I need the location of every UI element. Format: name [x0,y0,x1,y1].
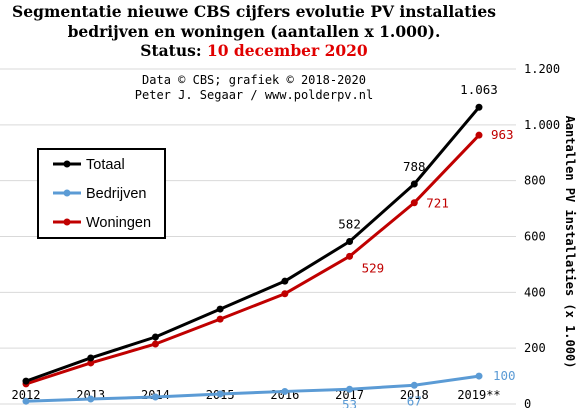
y-tick-label: 1.200 [524,62,560,76]
data-point-bedrijven [281,387,289,395]
chart-title-line1: Segmentatie nieuwe CBS cijfers evolutie … [12,2,496,21]
data-point-totaal [475,103,483,111]
data-label-woningen: 963 [491,127,514,142]
y-tick-label: 800 [524,174,546,188]
data-point-woningen [410,199,418,207]
data-point-bedrijven [475,372,483,380]
chart-status: Status: 10 december 2020 [140,41,368,60]
data-point-woningen [475,131,483,139]
legend-label-totaal: Totaal [86,157,125,173]
legend-marker-woningen [63,218,71,226]
legend-marker-totaal [63,160,71,168]
data-label-woningen: 529 [362,260,385,275]
data-point-bedrijven [346,385,354,393]
x-tick-label: 2019** [457,388,500,402]
data-point-woningen [281,290,289,298]
legend-label-woningen: Woningen [86,215,151,231]
y-axis-ticks: 0 200 400 600 800 1.000 1.200 [524,62,560,408]
data-point-totaal [281,277,289,285]
data-point-bedrijven [410,381,418,389]
series-line-totaal [25,106,481,383]
status-label: Status: [140,41,201,60]
data-label-totaal: 788 [403,159,426,174]
data-label-bedrijven: 53 [342,397,357,408]
y-tick-label: 400 [524,285,546,299]
x-tick-label: 2017 [335,388,364,402]
data-point-bedrijven [216,390,224,398]
series-line-bedrijven [25,374,480,403]
data-point-bedrijven [22,397,30,405]
data-point-bedrijven [87,395,95,403]
data-point-woningen [216,315,224,323]
credit-line2: Peter J. Segaar / www.polderpv.nl [135,88,373,102]
y-axis-label: Aantallen PV installaties (x 1.000) [563,116,577,369]
data-labels: 582 788 1.063 53 67 100 529 721 963 [338,82,515,408]
data-label-totaal: 1.063 [460,82,498,97]
data-point-totaal [151,333,159,341]
x-tick-label: 2012 [12,388,41,402]
y-tick-label: 600 [524,230,546,244]
data-point-woningen [346,252,354,260]
chart-title-line2: bedrijven en woningen (aantallen x 1.000… [68,22,441,41]
data-point-woningen [87,359,95,367]
data-label-bedrijven: 100 [493,368,516,383]
status-date: 10 december 2020 [207,41,368,60]
legend-marker-bedrijven [63,189,71,197]
credit-line1: Data © CBS; grafiek © 2018-2020 [142,73,366,87]
series-group [22,103,483,405]
legend-label-bedrijven: Bedrijven [86,186,146,202]
data-point-totaal [410,180,418,188]
data-label-woningen: 721 [426,196,449,211]
x-tick-label: 2018 [400,388,429,402]
data-label-totaal: 582 [338,217,361,232]
data-label-bedrijven: 67 [407,393,422,408]
data-point-woningen [151,340,159,348]
y-tick-label: 0 [524,397,531,408]
legend: Totaal Bedrijven Woningen [37,148,166,239]
data-point-bedrijven [151,393,159,401]
data-point-totaal [87,354,95,362]
y-tick-label: 200 [524,341,546,355]
data-point-totaal [346,238,354,246]
data-point-totaal [22,377,30,385]
data-point-totaal [216,305,224,313]
y-tick-label: 1.000 [524,118,560,132]
series-line-woningen [25,134,481,386]
